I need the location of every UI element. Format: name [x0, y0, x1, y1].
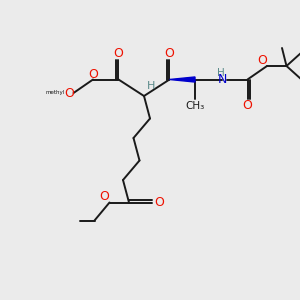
Text: O: O [154, 196, 164, 209]
Text: O: O [165, 47, 174, 60]
Text: CH₃: CH₃ [185, 100, 205, 111]
Text: O: O [258, 54, 267, 67]
Polygon shape [169, 77, 195, 82]
Text: O: O [99, 190, 109, 203]
Text: O: O [88, 68, 98, 81]
Text: O: O [243, 99, 252, 112]
Text: H: H [217, 68, 225, 79]
Text: methyl: methyl [46, 90, 65, 95]
Text: O: O [64, 86, 74, 100]
Text: H: H [146, 81, 155, 92]
Text: O: O [114, 47, 123, 60]
Text: N: N [217, 73, 227, 86]
